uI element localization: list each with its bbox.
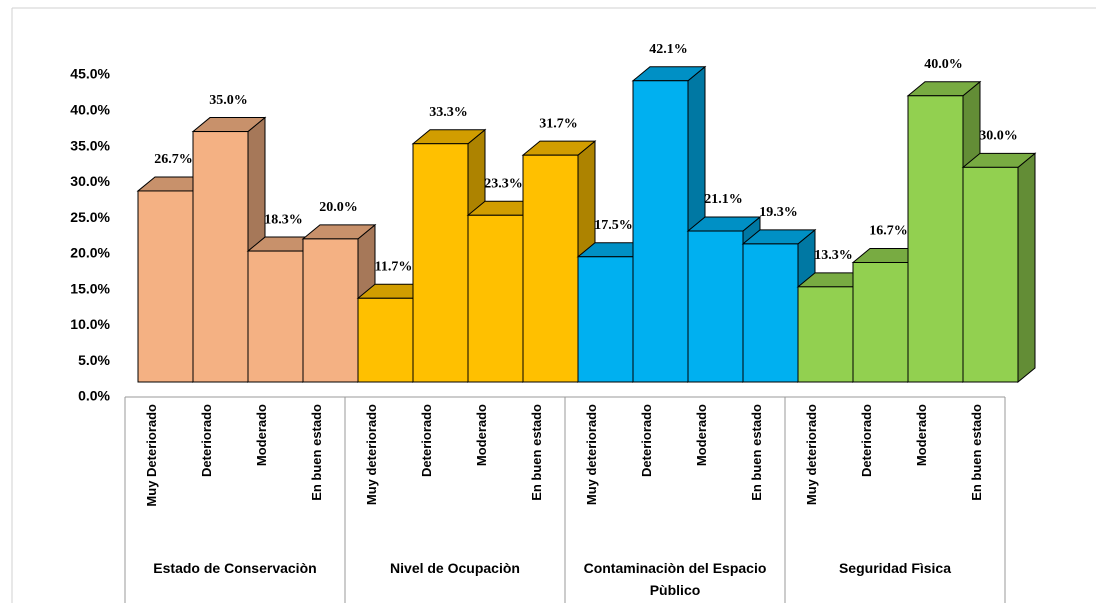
value-label: 20.0% bbox=[319, 200, 358, 215]
value-label: 35.0% bbox=[209, 93, 248, 108]
y-tick-label: 35.0% bbox=[70, 137, 110, 153]
x-tick-label: En buen estado bbox=[309, 404, 324, 501]
y-tick-label: 30.0% bbox=[70, 173, 110, 189]
x-tick-label: Moderado bbox=[474, 404, 489, 466]
value-label: 19.3% bbox=[759, 205, 798, 220]
x-tick-label: En buen estado bbox=[529, 404, 544, 501]
bar bbox=[796, 271, 872, 384]
bar-front bbox=[577, 256, 634, 383]
x-tick-label: Deteriorado bbox=[639, 404, 654, 477]
bar-front bbox=[412, 143, 469, 383]
bar-front bbox=[357, 297, 414, 383]
value-label: 31.7% bbox=[539, 116, 578, 131]
x-tick-label: En buen estado bbox=[749, 404, 764, 501]
x-tick-label: Muy deteriorado bbox=[364, 404, 379, 505]
y-tick-label: 25.0% bbox=[70, 209, 110, 225]
bar-front bbox=[247, 250, 304, 383]
x-tick-label: En buen estado bbox=[969, 404, 984, 501]
bar-front bbox=[797, 286, 854, 383]
bar-front bbox=[687, 230, 744, 383]
x-tick-label: Deteriorado bbox=[859, 404, 874, 477]
y-tick-label: 0.0% bbox=[78, 388, 110, 404]
x-tick-label: Moderado bbox=[694, 404, 709, 466]
value-label: 26.7% bbox=[154, 152, 193, 167]
x-tick-label: Moderado bbox=[254, 404, 269, 466]
group-label: Estado de Conservaciòn bbox=[153, 560, 317, 576]
value-label: 23.3% bbox=[484, 176, 523, 191]
value-label: 33.3% bbox=[429, 105, 468, 120]
bar-front bbox=[192, 131, 249, 383]
x-tick-label: Deteriorado bbox=[199, 404, 214, 477]
bar bbox=[961, 152, 1037, 384]
bar-side bbox=[1017, 152, 1036, 384]
bar-front bbox=[467, 214, 524, 383]
value-label: 11.7% bbox=[375, 259, 413, 274]
bar-front bbox=[632, 80, 689, 383]
value-label: 17.5% bbox=[594, 218, 633, 233]
bar-front bbox=[522, 154, 579, 383]
bar-front bbox=[962, 166, 1019, 383]
x-tick-label: Deteriorado bbox=[419, 404, 434, 477]
group-label: Nivel de Ocupaciòn bbox=[390, 560, 520, 576]
bar-front bbox=[137, 190, 194, 383]
value-label: 42.1% bbox=[649, 42, 688, 57]
y-tick-label: 10.0% bbox=[70, 316, 110, 332]
value-label: 21.1% bbox=[704, 192, 743, 207]
x-tick-label: Muy deteriorado bbox=[584, 404, 599, 505]
y-tick-label: 5.0% bbox=[78, 352, 110, 368]
bar-front bbox=[907, 95, 964, 383]
bar-front bbox=[742, 243, 799, 383]
value-label: 30.0% bbox=[979, 129, 1018, 144]
bar-front bbox=[852, 262, 909, 383]
x-tick-label: Muy Deteriorado bbox=[144, 404, 159, 507]
y-tick-label: 45.0% bbox=[70, 66, 110, 82]
value-label: 13.3% bbox=[814, 248, 853, 263]
group-label: Seguridad Fìsica bbox=[838, 560, 952, 576]
bar-front bbox=[302, 238, 359, 383]
value-label: 40.0% bbox=[924, 57, 963, 72]
x-tick-label: Moderado bbox=[914, 404, 929, 466]
y-tick-label: 15.0% bbox=[70, 280, 110, 296]
x-tick-label: Muy deteriorado bbox=[804, 404, 819, 505]
y-tick-label: 20.0% bbox=[70, 245, 110, 261]
value-label: 18.3% bbox=[264, 212, 303, 227]
group-label: Contaminaciòn del Espacio Pùblico bbox=[583, 560, 767, 598]
bar bbox=[301, 223, 377, 384]
value-label: 16.7% bbox=[869, 224, 908, 239]
y-tick-label: 40.0% bbox=[70, 101, 110, 117]
